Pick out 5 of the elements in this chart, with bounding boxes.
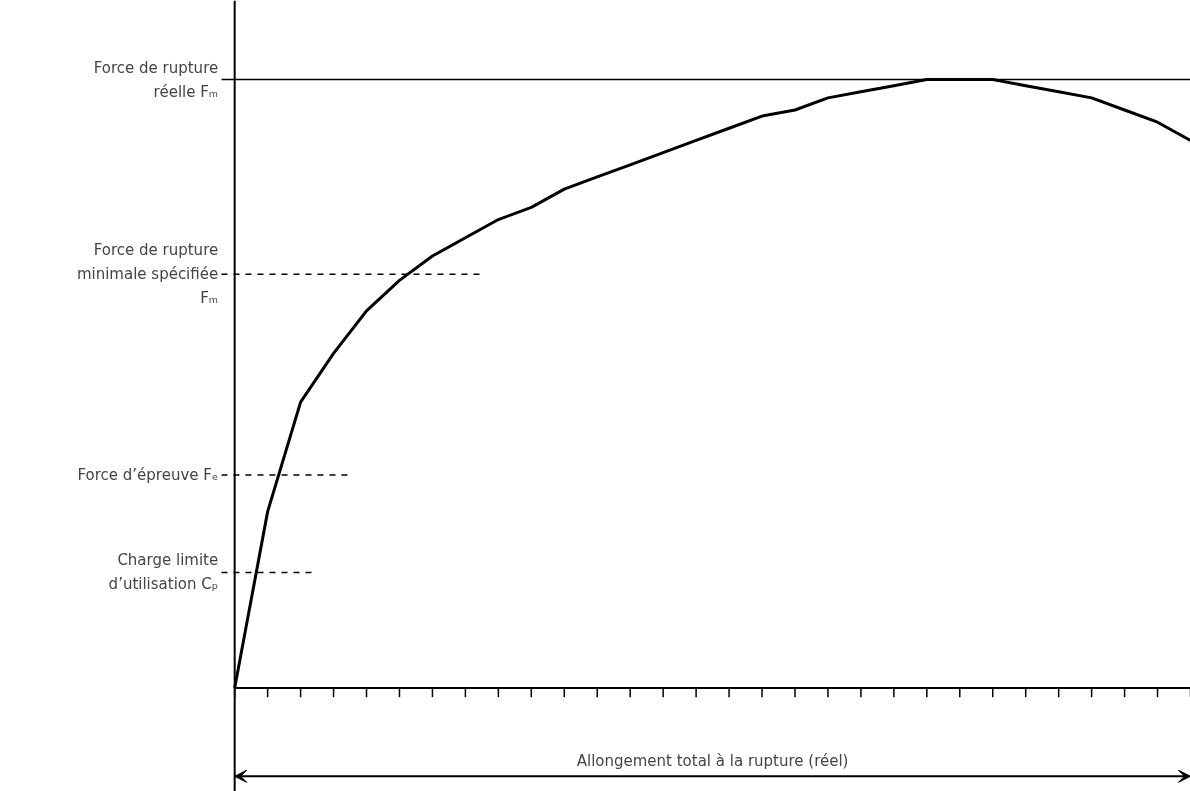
ref-line-label: Force de rupture minimale spécifiée Fₘ (76, 241, 219, 308)
ref-line-label: Force d’épreuve Fₑ (77, 466, 219, 485)
ref-line-label: Force de rupture réelle Fₘ (93, 58, 219, 101)
ref-line-label: Charge limite d’utilisation Cₚ (108, 551, 219, 594)
x-axis-title: Allongement total à la rupture (réel) (576, 752, 849, 771)
